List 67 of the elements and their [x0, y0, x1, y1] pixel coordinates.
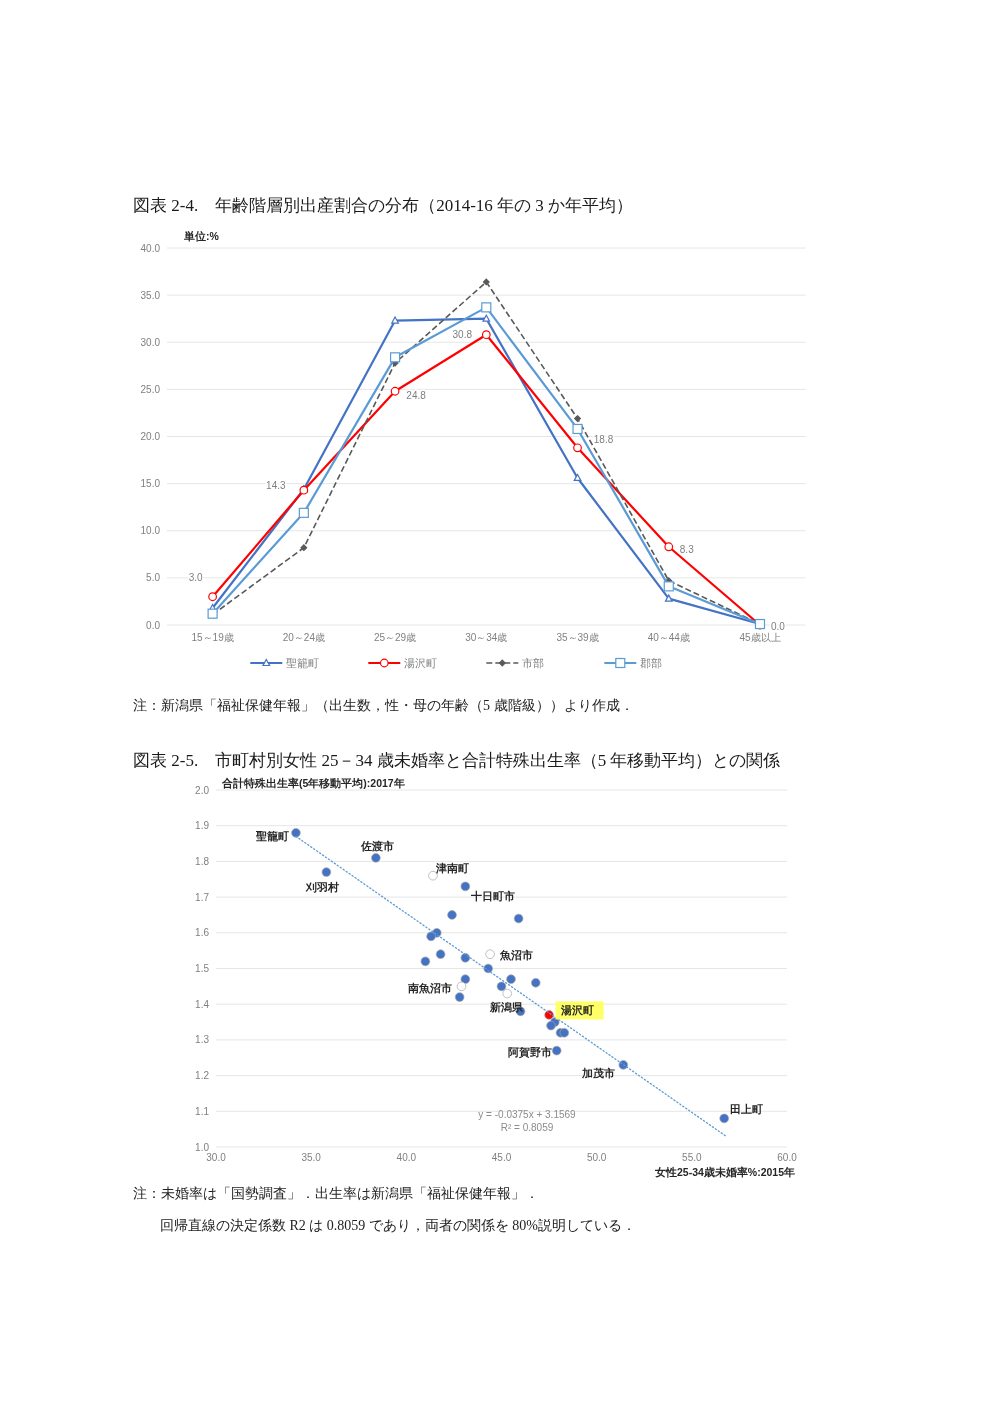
annotation: 十日町市 — [470, 889, 516, 902]
y-tick-label: 0.0 — [146, 619, 161, 631]
y-tick-label: 30.0 — [140, 336, 161, 348]
chart-title: 図表 2-4. 年齢階層別出産割合の分布（2014-16 年の 3 か年平均） — [133, 196, 634, 215]
data-label: 14.3 — [266, 479, 287, 491]
y-tick-label: 1.0 — [195, 1141, 210, 1153]
legend-label: 市部 — [522, 656, 545, 669]
legend-label: 湯沢町 — [404, 656, 438, 669]
y-tick-label: 25.0 — [140, 383, 161, 395]
x-tick-label: 15～19歳 — [191, 632, 234, 643]
y-tick-label: 1.4 — [195, 998, 210, 1010]
y-tick-label: 1.8 — [195, 855, 210, 867]
y-tick-label: 1.1 — [195, 1105, 210, 1117]
x-tick-label: 35.0 — [301, 1152, 322, 1163]
annotation: 魚沼市 — [498, 948, 533, 961]
data-label: 0.0 — [771, 620, 786, 632]
text: 回帰直線の決定係数 R2 は 0.8059 であり，両者の関係を 80%説明している． — [160, 1218, 636, 1233]
y-tick-label: 40.0 — [140, 242, 161, 254]
y-axis-title: 合計特殊出生率(5年移動平均):2017年 — [221, 777, 405, 789]
data-label: 3.0 — [188, 572, 203, 584]
x-tick-label: 20～24歳 — [282, 632, 325, 643]
data-label: 8.3 — [679, 544, 695, 556]
x-tick-label: 50.0 — [586, 1152, 607, 1163]
annotation: 刈羽村 — [304, 880, 339, 893]
data-label: 18.8 — [593, 434, 614, 446]
data-label: 30.8 — [452, 329, 473, 341]
annotation: 新潟県 — [488, 1000, 524, 1013]
annotation: 佐渡市 — [360, 840, 395, 853]
y-tick-label: 1.3 — [195, 1034, 210, 1046]
x-tick-label: 60.0 — [777, 1152, 798, 1163]
x-tick-label: 40～44歳 — [647, 632, 690, 643]
y-tick-label: 10.0 — [140, 525, 161, 537]
annotation: 田上町 — [729, 1102, 763, 1115]
y-tick-label: 15.0 — [140, 478, 161, 490]
x-tick-label: 55.0 — [682, 1152, 702, 1163]
series-label: 湯沢町 — [559, 1004, 594, 1017]
annotation: 聖籠町 — [255, 830, 290, 843]
text: 注：新潟県「福祉保健年報」（出生数，性・母の年齢（5 歳階級））より作成． — [133, 698, 634, 713]
annotation: R² = 0.8059 — [500, 1122, 554, 1133]
annotation: 加茂市 — [580, 1067, 615, 1080]
y-tick-label: 2.0 — [195, 784, 210, 796]
text: 注：未婚率は「国勢調査」．出生率は新潟県「福祉保健年報」． — [133, 1186, 539, 1201]
y-tick-label: 35.0 — [140, 289, 161, 301]
x-tick-label: 35～39歳 — [556, 632, 599, 643]
x-tick-label: 45.0 — [491, 1152, 512, 1163]
x-tick-label: 40.0 — [396, 1152, 417, 1163]
y-tick-label: 1.6 — [195, 927, 210, 939]
x-axis-title: 女性25-34歳未婚率%:2015年 — [653, 1166, 795, 1178]
y-tick-label: 1.7 — [195, 891, 210, 903]
annotation: y = -0.0375x + 3.1569 — [478, 1109, 577, 1120]
chart-title: 図表 2-5. 市町村別女性 25－34 歳未婚率と合計特殊出生率（5 年移動平均）との関係 — [133, 751, 781, 770]
x-tick-label: 25～29歳 — [373, 632, 417, 643]
y-tick-label: 1.9 — [195, 820, 210, 832]
data-label: 24.8 — [406, 389, 427, 401]
x-tick-label: 30～34歳 — [465, 632, 508, 643]
legend-label: 聖籠町 — [286, 656, 320, 669]
y-tick-label: 5.0 — [146, 572, 161, 584]
x-tick-label: 30.0 — [206, 1152, 227, 1163]
annotation: 津南町 — [435, 862, 470, 875]
legend-label: 郡部 — [640, 656, 663, 669]
annotation: 南魚沼市 — [406, 981, 452, 994]
y-tick-label: 20.0 — [140, 431, 161, 442]
y-tick-label: 1.5 — [195, 963, 210, 974]
x-tick-label: 45歳以上 — [739, 632, 781, 643]
y-tick-label: 1.2 — [195, 1070, 210, 1082]
y-axis-title: 単位:% — [183, 230, 220, 242]
annotation: 阿賀野市 — [507, 1046, 552, 1060]
